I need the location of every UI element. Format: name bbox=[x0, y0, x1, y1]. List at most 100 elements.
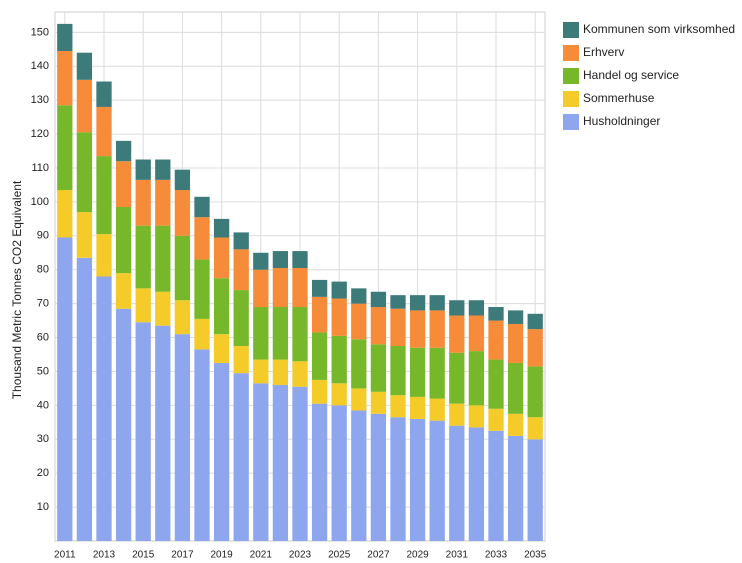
y-tick-label: 140 bbox=[31, 60, 49, 72]
x-tick-label: 2023 bbox=[289, 550, 312, 561]
bar-segment bbox=[429, 347, 445, 399]
bar-segment bbox=[507, 413, 524, 436]
bar-segment bbox=[390, 295, 406, 309]
bar-segment bbox=[194, 349, 210, 541]
x-tick-label: 2025 bbox=[328, 550, 351, 561]
x-tick-label: 2031 bbox=[446, 550, 469, 561]
bar-segment bbox=[135, 225, 151, 289]
y-tick-label: 10 bbox=[37, 501, 49, 513]
bar-segment bbox=[351, 339, 367, 389]
bar-segment bbox=[351, 410, 367, 541]
bar-segment bbox=[213, 237, 230, 279]
bar-segment bbox=[468, 427, 485, 541]
bar-segment bbox=[76, 212, 93, 258]
bar-segment bbox=[135, 179, 151, 226]
bar-segment bbox=[233, 249, 249, 291]
bar-segment bbox=[409, 396, 426, 419]
bar-segment bbox=[76, 79, 93, 133]
bar-segment bbox=[115, 161, 132, 207]
x-tick-label: 2015 bbox=[132, 550, 155, 561]
bar-segment bbox=[213, 218, 230, 238]
y-tick-label: 100 bbox=[31, 196, 49, 208]
y-tick-label: 50 bbox=[37, 365, 49, 377]
bar-segment bbox=[292, 386, 308, 541]
bar-segment bbox=[409, 347, 426, 397]
bar-segment bbox=[449, 300, 465, 316]
legend-label: Sommerhuse bbox=[583, 91, 655, 105]
legend-label: Husholdninger bbox=[583, 114, 660, 128]
legend-swatch bbox=[563, 114, 579, 130]
bar-segment bbox=[174, 334, 191, 541]
bar-segment bbox=[272, 359, 289, 386]
bar-segment bbox=[155, 325, 171, 541]
y-tick-label: 130 bbox=[31, 94, 49, 106]
bar-segment bbox=[76, 132, 93, 213]
bar-segment bbox=[468, 405, 485, 428]
bar-segment bbox=[527, 439, 543, 541]
bar-segment bbox=[468, 351, 485, 406]
bar-segment bbox=[96, 106, 112, 157]
bar-segment bbox=[292, 251, 308, 269]
bar-segment bbox=[527, 329, 543, 367]
bar-segment bbox=[115, 140, 132, 162]
y-tick-label: 90 bbox=[37, 230, 49, 242]
bar-segment bbox=[351, 388, 367, 411]
bar-segment bbox=[311, 379, 328, 404]
bar-segment bbox=[311, 332, 328, 380]
y-tick-label: 80 bbox=[37, 264, 49, 276]
bar-segment bbox=[253, 269, 269, 308]
bar-segment bbox=[233, 346, 249, 374]
bar-segment bbox=[96, 81, 112, 107]
y-tick-label: 120 bbox=[31, 128, 49, 140]
legend-swatch bbox=[563, 68, 579, 84]
x-tick-label: 2021 bbox=[250, 550, 273, 561]
bar-segment bbox=[311, 403, 328, 541]
bar-segment bbox=[272, 385, 289, 541]
bar-segment bbox=[194, 318, 210, 350]
bar-segment bbox=[96, 234, 112, 277]
bar-segment bbox=[115, 206, 132, 274]
bar-segment bbox=[488, 359, 504, 409]
x-tick-label: 2011 bbox=[54, 550, 76, 561]
bar-segment bbox=[527, 417, 543, 440]
bar-segment bbox=[272, 268, 289, 308]
bar-segment bbox=[57, 105, 73, 191]
bar-segment bbox=[253, 252, 269, 270]
bar-segment bbox=[174, 190, 191, 236]
bar-segment bbox=[527, 313, 543, 330]
bar-segment bbox=[449, 403, 465, 426]
bar-segment bbox=[292, 361, 308, 387]
bar-segment bbox=[233, 373, 249, 541]
bar-segment bbox=[174, 300, 191, 335]
x-tick-label: 2029 bbox=[406, 550, 429, 561]
bar-segment bbox=[488, 430, 504, 541]
bar-segment bbox=[96, 276, 112, 541]
bar-segment bbox=[213, 334, 230, 363]
bar-segment bbox=[370, 413, 387, 541]
bar-segment bbox=[155, 225, 171, 292]
bar-segment bbox=[468, 300, 485, 316]
bar-segment bbox=[253, 383, 269, 541]
bar-segment bbox=[233, 290, 249, 347]
bar-segment bbox=[292, 268, 308, 308]
bar-segment bbox=[96, 156, 112, 235]
bar-segment bbox=[174, 169, 191, 191]
bar-segment bbox=[468, 315, 485, 352]
bar-segment bbox=[488, 320, 504, 360]
bar-segment bbox=[390, 308, 406, 347]
bar-segment bbox=[194, 217, 210, 260]
bar-segment bbox=[527, 366, 543, 418]
bar-segment bbox=[253, 307, 269, 360]
bar-segment bbox=[507, 362, 524, 414]
bar-segment bbox=[115, 273, 132, 309]
bar-segment bbox=[213, 278, 230, 335]
bar-segment bbox=[429, 295, 445, 311]
bar-segment bbox=[390, 417, 406, 541]
bar-segment bbox=[429, 310, 445, 348]
bar-segment bbox=[272, 307, 289, 360]
bar-segment bbox=[76, 257, 93, 541]
legend-swatch bbox=[563, 91, 579, 107]
bar-segment bbox=[507, 435, 524, 541]
bar-segment bbox=[507, 310, 524, 324]
